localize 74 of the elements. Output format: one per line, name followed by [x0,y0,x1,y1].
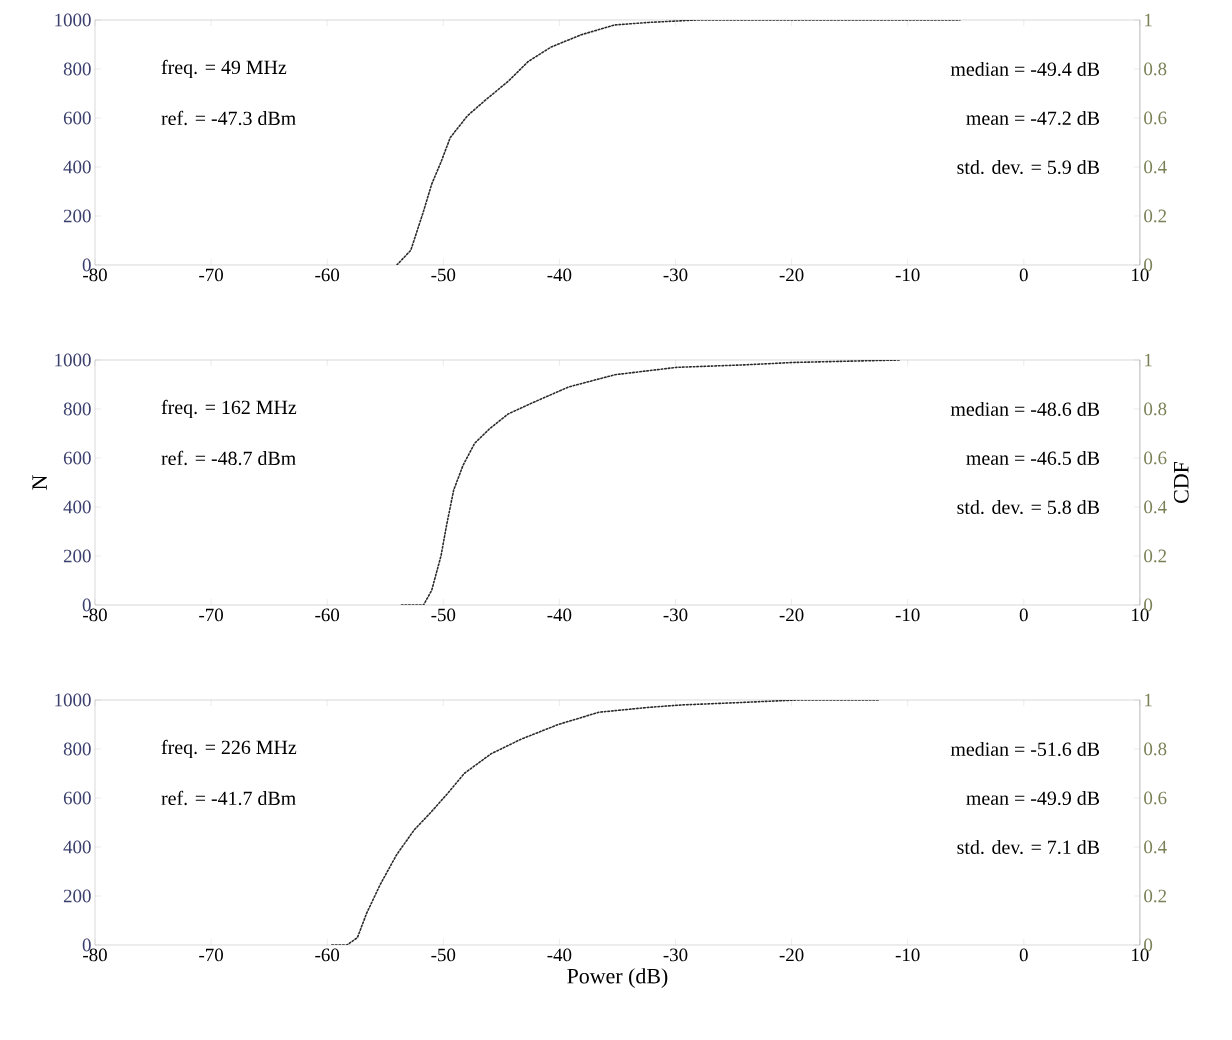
annotation: ref. = -47.3 dBm [161,110,296,126]
y-tick-label: 600 [63,791,91,805]
y2-axis-title: CDF [1173,461,1189,503]
y-tick-label: 800 [63,742,91,756]
y-tick-label: 1000 [55,13,91,27]
x-tick-label: -60 [315,608,340,622]
x-tick-label: -40 [547,608,572,622]
x-tick-label: -30 [663,948,688,962]
x-tick-label: -70 [199,268,223,282]
annotation: freq. = 49 MHz [161,59,287,79]
annotation: mean = -47.2 dB [966,110,1100,126]
y2-tick-label: 0.2 [1144,889,1167,903]
x-tick-label: -10 [895,268,920,282]
y2-tick-label: 0.4 [1144,160,1167,174]
x-tick-label: 0 [1019,268,1028,282]
x-tick-label: -50 [431,268,456,282]
y2-tick-label: 1 [1145,13,1152,27]
x-axis-title: Power (dB) [567,968,668,989]
y2-tick-label: 0.6 [1144,791,1167,805]
annotation: ref. = -48.7 dBm [161,450,296,466]
x-tick-label: -50 [431,608,456,622]
y-axis-title: N [32,475,47,490]
x-tick-label: -20 [779,948,804,962]
x-tick-label: -10 [895,608,920,622]
y-tick-label: 1000 [55,353,91,367]
annotation: freq. = 226 MHz [161,739,297,759]
y-tick-label: 800 [63,402,91,416]
annotation: freq. = 162 MHz [161,399,297,419]
x-tick-label: -30 [663,268,688,282]
y-tick-label: 400 [63,840,91,854]
y-tick-label: 1000 [55,693,91,707]
y-tick-label: 200 [63,889,91,903]
annotation: median = -48.6 dB [950,401,1100,417]
x-tick-label: -70 [199,948,223,962]
y2-tick-label: 0.2 [1144,209,1167,223]
x-tick-label: -40 [547,948,572,962]
y2-tick-label: 0.8 [1144,402,1167,416]
y2-tick-label: 0.4 [1144,500,1167,514]
line-series [400,359,901,605]
y2-tick-label: 0.8 [1144,742,1167,756]
y-tick-label: 800 [63,62,91,76]
y-tick-label: 600 [63,111,91,125]
x-tick-label: -10 [895,948,920,962]
annotation: mean = -49.9 dB [966,790,1100,806]
y-tick-label: 400 [63,500,91,514]
x-tick-label: 0 [1019,608,1028,622]
x-tick-label: -70 [199,608,223,622]
x-tick-label: -20 [779,268,804,282]
y-tick-label: 200 [63,209,91,223]
x-tick-label: -60 [315,948,340,962]
annotation: median = -49.4 dB [950,61,1100,77]
x-tick-label: 0 [1019,948,1028,962]
y2-tick-label: 0.2 [1144,549,1167,563]
annotation: std. dev. = 7.1 dB [957,839,1099,855]
line-series [331,700,881,945]
y2-tick-label: 0.6 [1144,451,1167,465]
y2-tick-label: 0.8 [1144,62,1167,76]
y-tick-label: 200 [63,549,91,563]
annotation: ref. = -41.7 dBm [161,790,296,806]
x-tick-label: -20 [779,608,804,622]
x-tick-label: -30 [663,608,688,622]
annotation: std. dev. = 5.9 dB [957,159,1099,175]
x-tick-label: -50 [431,948,456,962]
annotation: median = -51.6 dB [950,741,1100,757]
x-tick-label: -40 [547,268,572,282]
y-tick-label: 600 [63,451,91,465]
annotation: mean = -46.5 dB [966,450,1100,466]
y-tick-label: 400 [63,160,91,174]
y2-tick-label: 1 [1145,353,1152,367]
annotation: std. dev. = 5.8 dB [957,499,1099,515]
y2-tick-label: 0.6 [1144,111,1167,125]
y2-tick-label: 0.4 [1144,840,1167,854]
y2-tick-label: 1 [1145,693,1152,707]
x-tick-label: -60 [315,268,340,282]
